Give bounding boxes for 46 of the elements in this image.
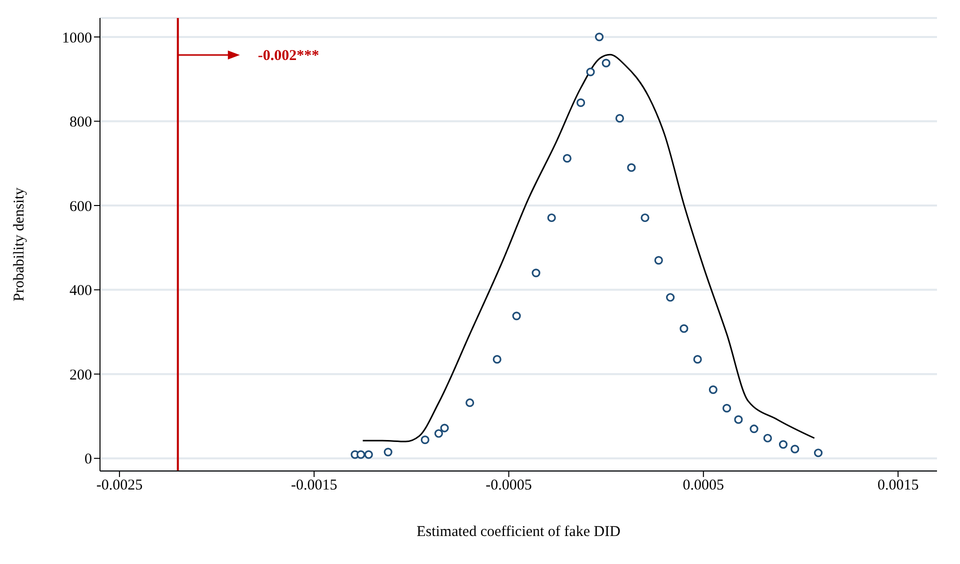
- point: [615, 114, 624, 123]
- point: [654, 256, 663, 265]
- y-tick-label: 600: [70, 198, 92, 215]
- point: [778, 440, 788, 449]
- point: [693, 355, 702, 364]
- point: [420, 436, 430, 444]
- point: [512, 312, 521, 320]
- point: [814, 448, 823, 458]
- line-series: [362, 54, 816, 442]
- point: [492, 355, 502, 364]
- point: [722, 404, 732, 413]
- point: [576, 98, 586, 107]
- point: [532, 268, 540, 278]
- point: [680, 324, 688, 333]
- point: [434, 429, 443, 438]
- y-tick-label: 400: [70, 283, 92, 300]
- point: [440, 424, 449, 432]
- point: [594, 32, 604, 42]
- x-tick-label: 0.0015: [877, 478, 919, 494]
- point: [602, 58, 610, 68]
- point: [562, 154, 572, 163]
- point: [763, 434, 772, 442]
- x-tick-label: 0.0005: [682, 478, 724, 494]
- point: [708, 385, 718, 394]
- x-tick-label: -0.0015: [290, 478, 338, 494]
- point: [734, 415, 743, 424]
- x-tick-label: -0.0005: [486, 478, 532, 494]
- point: [750, 424, 758, 434]
- y-tick-label: 0: [84, 452, 92, 468]
- ref-line-label: -0.002***: [258, 48, 320, 64]
- point: [586, 68, 595, 76]
- point: [627, 163, 636, 172]
- point: [466, 398, 474, 408]
- point: [666, 293, 675, 302]
- y-tick-label: 200: [70, 367, 92, 384]
- y-tick-label: 1000: [62, 30, 92, 46]
- point: [547, 213, 556, 222]
- point: [384, 448, 392, 456]
- point: [790, 444, 800, 454]
- point: [640, 213, 650, 222]
- y-tick-label: 800: [70, 114, 92, 131]
- x-tick-label: -0.0025: [96, 478, 143, 494]
- y-axis-title: Probability density: [11, 187, 28, 302]
- point: [364, 450, 373, 459]
- point: [356, 450, 366, 459]
- x-axis-title: Estimated coefficient of fake DID: [416, 524, 621, 540]
